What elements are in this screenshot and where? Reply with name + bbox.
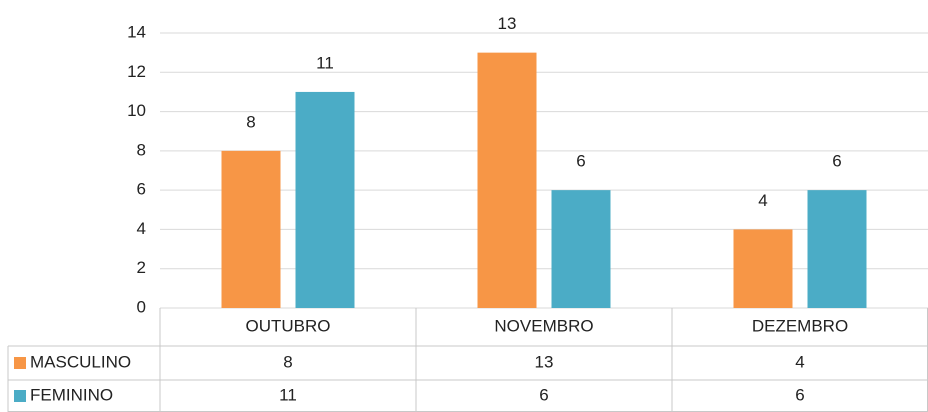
table-cell: 11 xyxy=(279,385,297,404)
bar xyxy=(295,91,355,308)
data-label: 4 xyxy=(758,191,767,210)
y-tick-label: 12 xyxy=(127,62,146,81)
bar xyxy=(221,150,281,308)
y-tick-label: 0 xyxy=(137,297,146,316)
data-label: 6 xyxy=(832,152,841,171)
table-cell: 6 xyxy=(795,385,804,404)
data-label: 13 xyxy=(498,14,517,33)
x-tick-label: OUTUBRO xyxy=(246,316,331,335)
bar xyxy=(733,229,793,308)
table-cell: 6 xyxy=(539,385,548,404)
bar xyxy=(477,52,537,309)
bar xyxy=(551,190,611,308)
y-tick-label: 14 xyxy=(127,22,146,41)
y-tick-label: 10 xyxy=(127,101,146,120)
table-cell: 8 xyxy=(283,352,292,371)
legend-swatch xyxy=(14,390,26,402)
data-label: 6 xyxy=(576,152,585,171)
y-tick-label: 4 xyxy=(137,219,146,238)
legend-label: FEMININO xyxy=(30,385,113,404)
data-label: 8 xyxy=(246,112,255,131)
legend-label: MASCULINO xyxy=(30,352,131,371)
table-cell: 4 xyxy=(795,352,804,371)
x-tick-label: NOVEMBRO xyxy=(494,316,593,335)
legend-swatch xyxy=(14,357,26,369)
y-tick-label: 2 xyxy=(137,258,146,277)
y-tick-label: 8 xyxy=(137,140,146,159)
table-cell: 13 xyxy=(535,352,554,371)
x-tick-label: DEZEMBRO xyxy=(752,316,848,335)
y-tick-label: 6 xyxy=(137,180,146,199)
data-label: 11 xyxy=(316,53,334,72)
bar xyxy=(807,190,867,308)
